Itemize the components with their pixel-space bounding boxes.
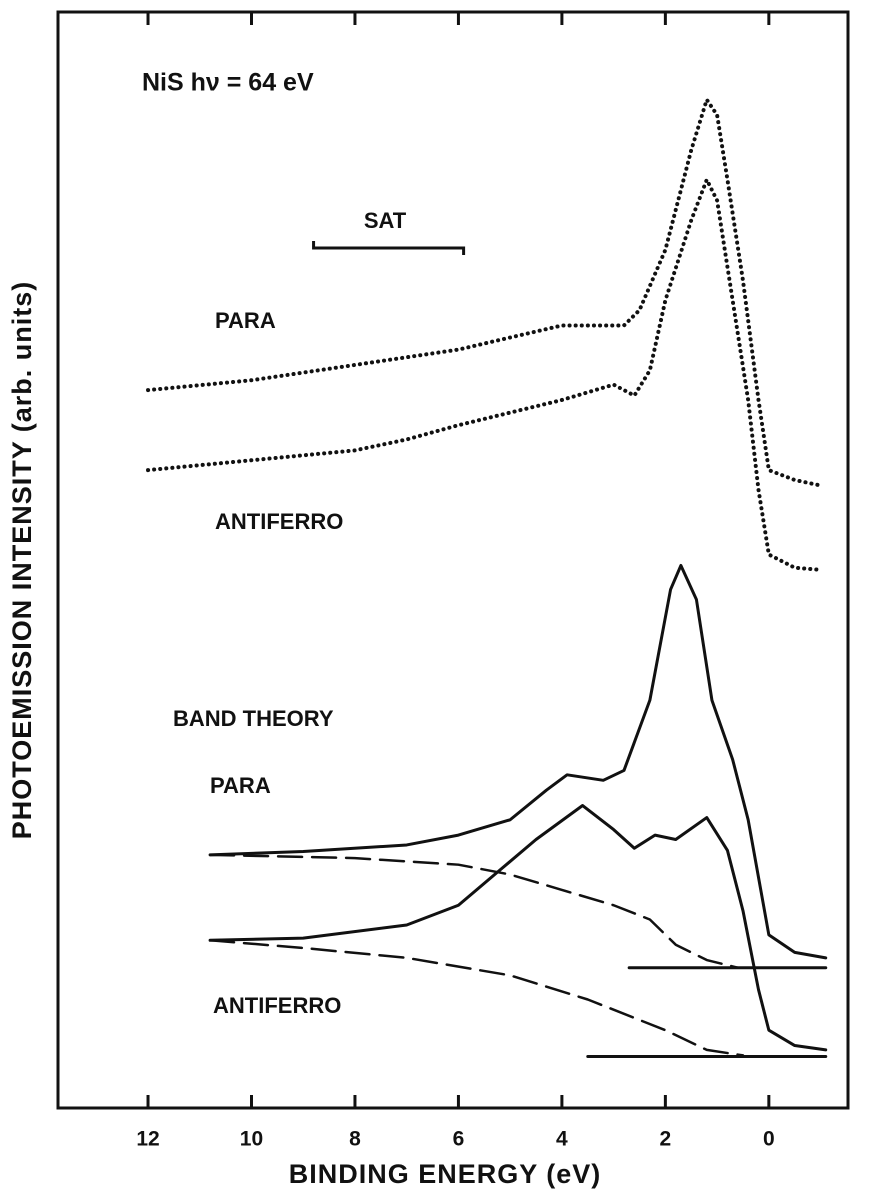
plot-frame xyxy=(56,10,850,1110)
annotation: PARA xyxy=(210,773,271,798)
annotation: ANTIFERRO xyxy=(213,993,341,1018)
x-tick-label: 6 xyxy=(453,1128,465,1151)
annotation: ANTIFERRO xyxy=(215,509,343,534)
x-tick-label: 10 xyxy=(240,1128,263,1151)
series-line xyxy=(208,853,740,969)
annotation: NiS hν = 64 eV xyxy=(142,69,314,97)
annotation: PARA xyxy=(215,308,276,333)
annotation: SAT xyxy=(364,208,407,233)
x-tick-label: 4 xyxy=(556,1128,568,1151)
x-axis-label: BINDING ENERGY (eV) xyxy=(289,1159,602,1189)
x-tick-label: 2 xyxy=(660,1128,672,1151)
y-axis-label: PHOTOEMISSION INTENSITY (arb. units) xyxy=(7,281,37,840)
series-line xyxy=(208,563,828,960)
x-tick-label: 8 xyxy=(349,1128,361,1151)
series-line xyxy=(146,97,823,488)
series-line xyxy=(208,804,828,1052)
x-tick-label: 0 xyxy=(763,1128,775,1151)
series-line xyxy=(208,939,745,1057)
sat-range xyxy=(312,241,466,255)
x-tick-label: 12 xyxy=(136,1128,159,1151)
series-line xyxy=(146,177,823,572)
annotation: BAND THEORY xyxy=(173,706,334,731)
